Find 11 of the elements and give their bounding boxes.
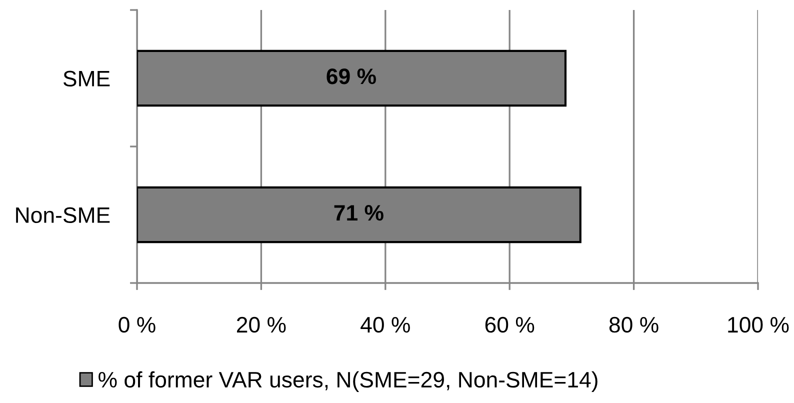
x-tick-label: 80 % xyxy=(609,316,658,333)
x-tick-label: 0 % xyxy=(118,316,156,333)
x-tick-label: 100 % xyxy=(728,316,789,333)
y-tick-label: SME xyxy=(63,70,110,87)
x-tick-label: 40 % xyxy=(360,316,410,333)
legend-label: % of former VAR users, N(SME=29, Non-SME=14) xyxy=(98,371,598,392)
data-label: 71 % xyxy=(334,205,384,221)
data-label: 69 % xyxy=(326,68,376,84)
x-tick-label: 20 % xyxy=(236,316,286,333)
x-tick-label: 60 % xyxy=(485,316,534,333)
y-tick-label: Non-SME xyxy=(16,207,110,224)
